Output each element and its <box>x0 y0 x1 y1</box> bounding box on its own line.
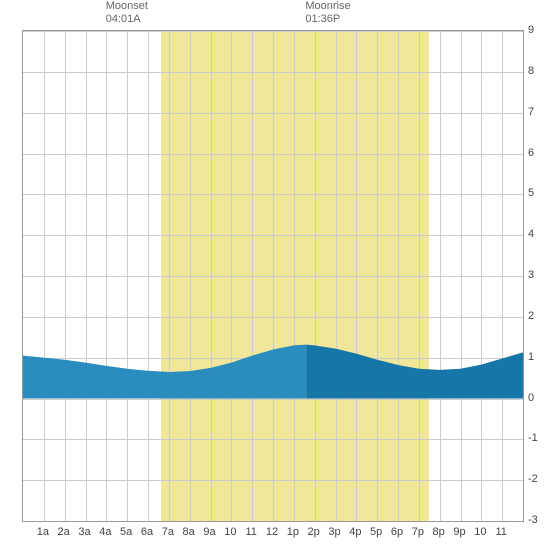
grid-h <box>23 521 523 522</box>
y-tick-label: 1 <box>528 351 534 363</box>
x-tick-label: 10 <box>474 526 486 538</box>
x-tick-label: 2a <box>58 526 70 538</box>
y-axis: -3-2-10123456789 <box>528 30 548 520</box>
plot-area <box>22 30 524 522</box>
y-tick-label: 7 <box>528 106 534 118</box>
x-tick-label: 4p <box>349 526 361 538</box>
x-tick-label: 12 <box>266 526 278 538</box>
moonrise-time: 01:36P <box>305 13 350 26</box>
x-axis: 1a 2a 3a 4a 5a 6a 7a 8a 9a 10 11 12 1p 2p 3p 4p 5p 6p 7p 8p… <box>22 526 522 542</box>
y-tick-label: 9 <box>528 24 534 36</box>
moonrise-label: Moonrise <box>305 0 350 13</box>
tide-fill <box>23 345 306 399</box>
y-tick-label: -2 <box>528 473 538 485</box>
y-tick-label: 0 <box>528 392 534 404</box>
x-tick-label: 3a <box>78 526 90 538</box>
moonset-time: 04:01A <box>106 13 148 26</box>
top-labels: Moonset 04:01A Moonrise 01:36P <box>0 0 550 30</box>
x-tick-label: 11 <box>495 526 506 538</box>
x-tick-label: 8a <box>183 526 195 538</box>
x-tick-label: 4a <box>99 526 111 538</box>
x-tick-label: 1a <box>37 526 49 538</box>
x-tick-label: 1p <box>287 526 299 538</box>
x-tick-label: 3p <box>328 526 340 538</box>
x-tick-label: 5p <box>370 526 382 538</box>
moonset-label: Moonset <box>106 0 148 13</box>
y-tick-label: 6 <box>528 147 534 159</box>
x-tick-label: 7a <box>162 526 174 538</box>
moonrise-label-block: Moonrise 01:36P <box>305 0 350 26</box>
y-tick-label: -1 <box>528 432 538 444</box>
x-tick-label: 11 <box>245 526 256 538</box>
y-tick-label: -3 <box>528 514 538 526</box>
x-tick-label: 8p <box>433 526 445 538</box>
x-tick-label: 7p <box>412 526 424 538</box>
x-tick-label: 9a <box>203 526 215 538</box>
moonset-label-block: Moonset 04:01A <box>106 0 148 26</box>
x-tick-label: 9p <box>453 526 465 538</box>
x-tick-label: 6p <box>391 526 403 538</box>
y-tick-label: 8 <box>528 65 534 77</box>
x-tick-label: 10 <box>224 526 236 538</box>
y-tick-label: 4 <box>528 228 534 240</box>
y-tick-label: 2 <box>528 310 534 322</box>
y-tick-label: 5 <box>528 187 534 199</box>
tide-fill <box>306 345 523 399</box>
tide-chart: Moonset 04:01A Moonrise 01:36P 1a 2a 3a 4a 5… <box>0 0 550 550</box>
tide-area <box>23 31 523 521</box>
x-tick-label: 5a <box>120 526 132 538</box>
x-tick-label: 2p <box>308 526 320 538</box>
y-tick-label: 3 <box>528 269 534 281</box>
x-tick-label: 6a <box>141 526 153 538</box>
